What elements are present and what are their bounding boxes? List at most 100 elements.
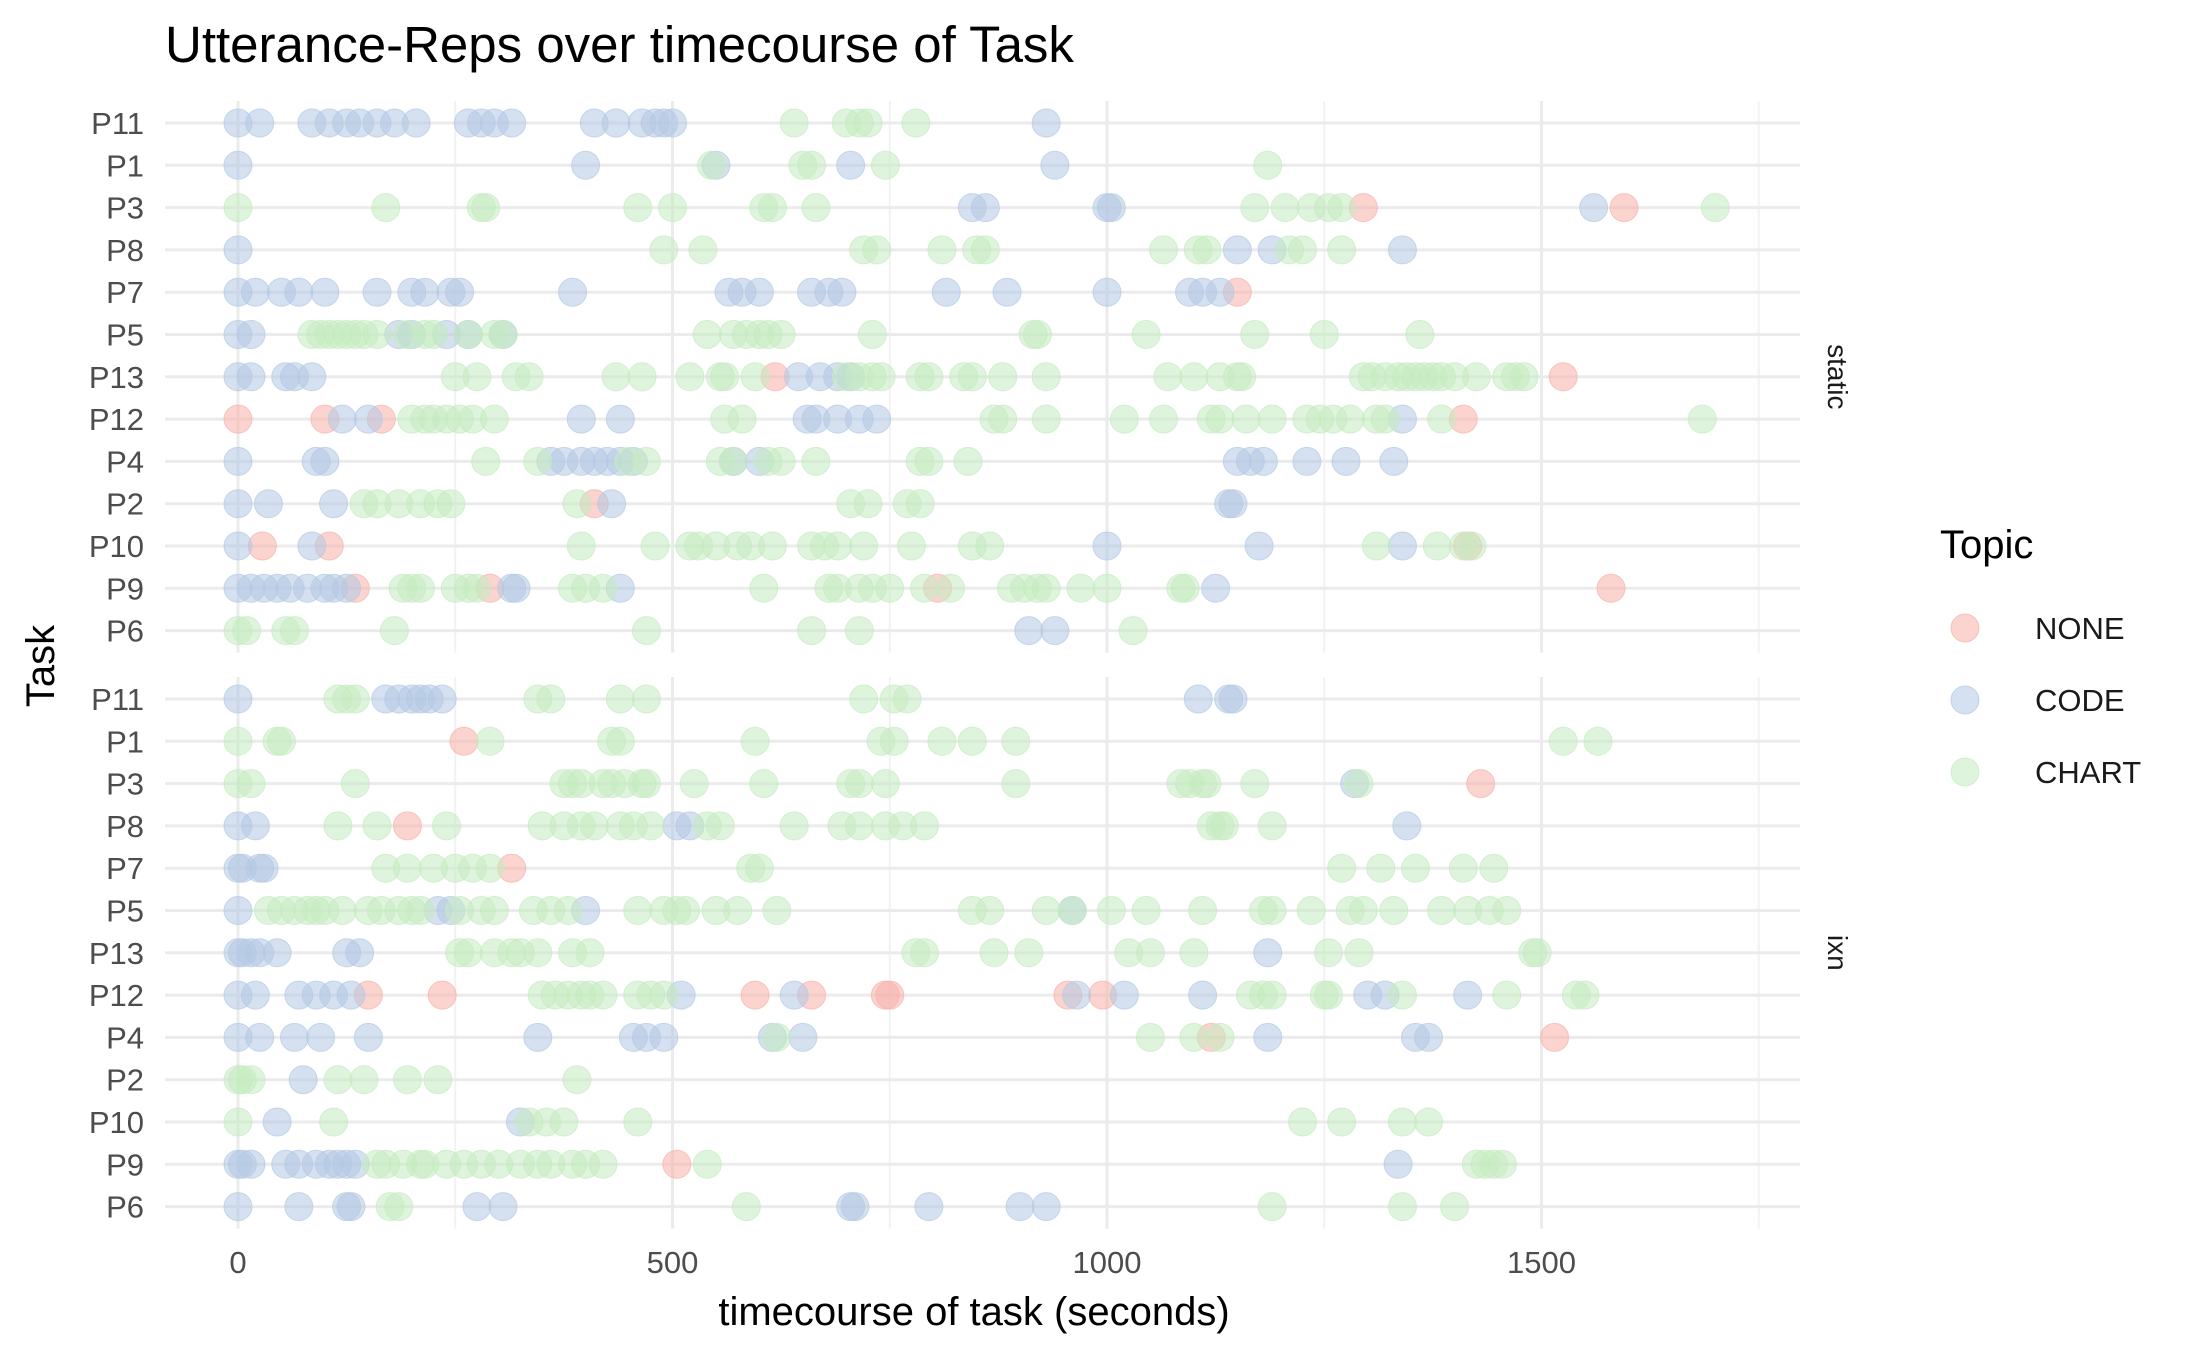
data-point (1361, 531, 1391, 561)
data-point (970, 193, 1000, 223)
data-point (801, 193, 831, 223)
data-point (279, 616, 309, 646)
data-point (566, 531, 596, 561)
data-point (1309, 320, 1339, 349)
data-point (232, 616, 262, 646)
y-tick-label: P13 (89, 936, 144, 971)
data-point (1205, 277, 1235, 307)
data-point (432, 811, 462, 841)
data-point (1248, 446, 1278, 476)
data-point (910, 573, 940, 603)
data-point (1296, 896, 1326, 925)
data-point (223, 446, 253, 476)
data-point (1405, 320, 1435, 349)
data-point (879, 726, 909, 756)
data-point (1383, 1149, 1413, 1179)
data-point (1109, 980, 1139, 1010)
data-point (240, 811, 270, 841)
y-tick-label: P9 (106, 1147, 144, 1182)
data-point (562, 1065, 592, 1095)
data-point (445, 277, 475, 307)
data-point (988, 404, 1018, 434)
data-point (479, 896, 509, 925)
data-point (1327, 1107, 1357, 1137)
data-point (1453, 980, 1483, 1010)
data-point (236, 320, 266, 349)
data-point (223, 150, 253, 180)
data-point (223, 404, 253, 434)
data-point (1479, 853, 1509, 883)
data-point (866, 362, 896, 392)
data-point (749, 769, 779, 799)
data-point (1118, 616, 1148, 646)
data-point (471, 446, 501, 476)
data-point (279, 1022, 309, 1052)
data-point (766, 320, 796, 349)
data-point (1700, 193, 1730, 223)
data-point (844, 616, 874, 646)
data-point (1457, 531, 1487, 561)
data-point (1427, 896, 1457, 925)
data-point (1370, 404, 1400, 434)
y-tick-label: P13 (89, 360, 144, 395)
data-point (1288, 1107, 1318, 1137)
data-point (588, 980, 618, 1010)
data-point (953, 446, 983, 476)
data-point (797, 150, 827, 180)
data-point (319, 1107, 349, 1137)
data-point (1205, 1022, 1235, 1052)
data-point (671, 896, 701, 925)
data-point (1057, 896, 1087, 925)
y-tick-label: P11 (91, 682, 144, 717)
data-point (575, 938, 605, 968)
series-code (223, 684, 1483, 1222)
data-point (849, 531, 879, 561)
data-point (1387, 1107, 1417, 1137)
data-point (910, 811, 940, 841)
y-tick-label: P6 (106, 614, 144, 649)
data-point (975, 896, 1005, 925)
y-tick-label: P12 (89, 402, 144, 437)
data-point (1131, 320, 1161, 349)
data-point (1096, 896, 1126, 925)
data-point (1005, 1192, 1035, 1222)
data-point (1031, 573, 1061, 603)
data-point (1131, 896, 1161, 925)
data-point (640, 531, 670, 561)
data-point (766, 446, 796, 476)
data-point (262, 938, 292, 968)
data-point (1218, 489, 1248, 519)
data-point (384, 1192, 414, 1222)
y-tick-label: P8 (106, 233, 144, 268)
facet-label: ixn (1822, 935, 1853, 971)
data-point (649, 235, 679, 265)
data-point (927, 235, 957, 265)
data-point (497, 108, 527, 138)
x-axis-title: timecourse of task (seconds) (718, 1290, 1229, 1334)
data-point (749, 573, 779, 603)
data-point (1096, 193, 1126, 223)
data-point (849, 684, 879, 714)
data-point (1092, 277, 1122, 307)
data-point (727, 404, 757, 434)
data-point (1583, 726, 1613, 756)
data-point (1687, 404, 1717, 434)
data-point (401, 108, 431, 138)
legend-swatch (1950, 613, 1980, 643)
data-point (779, 980, 809, 1010)
data-point (310, 277, 340, 307)
data-point (449, 726, 479, 756)
data-point (623, 896, 653, 925)
data-point (223, 896, 253, 925)
data-point (523, 446, 553, 476)
data-point (423, 1065, 453, 1095)
data-point (1379, 446, 1409, 476)
y-tick-label: P3 (106, 767, 144, 802)
data-point (1348, 896, 1378, 925)
data-point (1040, 616, 1070, 646)
data-point (692, 1149, 722, 1179)
data-point (566, 404, 596, 434)
data-point (597, 489, 627, 519)
data-point (536, 684, 566, 714)
data-point (1270, 193, 1300, 223)
